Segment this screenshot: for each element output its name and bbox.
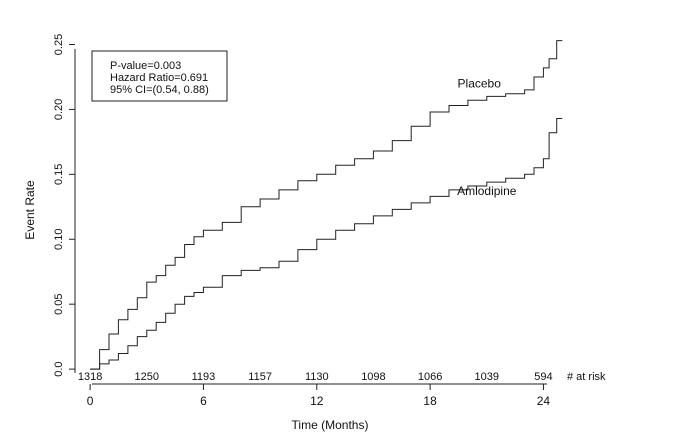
series-labels: Placebo Amlodipine	[457, 76, 517, 198]
at-risk-value: 1066	[418, 371, 442, 383]
series-label-amlodipine: Amlodipine	[457, 184, 517, 198]
y-tick-label: 0.05	[53, 293, 65, 314]
x-tick-label: 6	[200, 394, 207, 408]
x-tick-label: 18	[423, 394, 437, 408]
y-tick-label: 0.10	[53, 229, 65, 250]
curve-placebo	[90, 40, 563, 370]
y-tick-label: 0.0	[53, 361, 65, 376]
plot-frame	[74, 49, 547, 385]
at-risk-value: 1250	[135, 371, 159, 383]
stats-box-frame	[91, 50, 228, 102]
y-tick-label: 0.25	[53, 34, 65, 55]
at-risk-value: 594	[534, 371, 552, 383]
at-risk-value: 1193	[192, 371, 216, 383]
series-label-placebo: Placebo	[458, 76, 502, 90]
stats-line: Hazard Ratio=0.691	[110, 72, 208, 84]
at-risk-row: 1318 1250 1193 1157 1130 1098 1066 1039 594 # at …	[78, 371, 606, 383]
stats-line: 95% CI=(0.54, 0.88)	[110, 84, 209, 96]
x-ticks: 0 6 12 18 24	[87, 384, 551, 408]
y-ticks: 0.0 0.05 0.10 0.15 0.20 0.25	[53, 34, 75, 377]
at-risk-value: 1130	[305, 371, 329, 383]
at-risk-value: 1157	[248, 371, 272, 383]
y-tick-label: 0.20	[53, 99, 65, 120]
x-tick-label: 0	[87, 394, 94, 408]
x-tick-label: 24	[537, 394, 551, 408]
stats-line: P-value=0.003	[110, 60, 181, 72]
at-risk-value: 1318	[78, 371, 102, 383]
at-risk-label: # at risk	[567, 371, 606, 383]
x-tick-label: 12	[310, 394, 324, 408]
x-axis-title: Time (Months)	[292, 418, 369, 432]
y-axis-title: Event Rate	[23, 180, 37, 240]
y-tick-label: 0.15	[53, 164, 65, 185]
curves	[90, 40, 563, 370]
curve-amlodipine	[90, 118, 563, 370]
at-risk-value: 1039	[475, 371, 499, 383]
at-risk-value: 1098	[361, 371, 385, 383]
